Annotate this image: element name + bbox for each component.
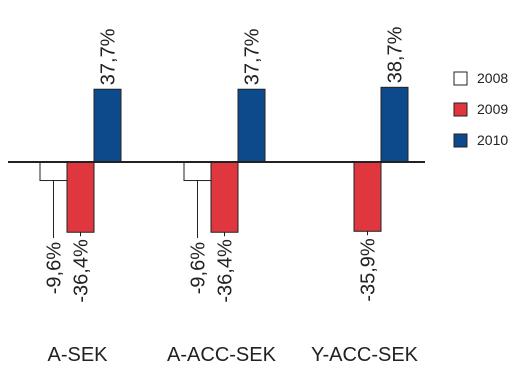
legend: 2008 2009 2010 (453, 70, 508, 148)
category-label-y-acc-sek: Y-ACC-SEK (311, 344, 419, 366)
bars-group (39, 86, 409, 233)
value-label-2010-a-acc-sek: 37,7% (242, 28, 264, 85)
category-label-a-acc-sek: A-ACC-SEK (167, 344, 277, 366)
value-labels-group: -9,6% -36,4%37,7%-9,6% -36,4%37,7%-35,9%38… (44, 26, 407, 302)
value-label-2009-y-acc-sek: -35,9% (358, 238, 380, 302)
legend-swatch-2010 (453, 133, 468, 148)
legend-swatch-2008 (453, 71, 468, 86)
legend-label-2010: 2010 (477, 132, 508, 148)
legend-label-2009: 2009 (477, 101, 508, 117)
legend-swatch-2009 (453, 102, 468, 117)
bar-2010-a-sek (93, 88, 122, 163)
bar-2010-y-acc-sek (380, 86, 409, 163)
bar-2010-a-acc-sek (237, 88, 266, 163)
bar-2008-a-sek (39, 161, 68, 182)
bar-2009-a-sek (66, 161, 95, 233)
value-label-2009-a-acc-sek: -36,4% (215, 239, 237, 303)
value-label-2010-a-sek: 37,7% (98, 28, 120, 85)
value-label-2008-a-sek: -9,6% (44, 242, 66, 294)
value-label-2008-a-acc-sek: -9,6% (188, 242, 210, 294)
value-label-2009-a-sek: -36,4% (71, 239, 93, 303)
bar-2008-a-acc-sek (183, 161, 212, 182)
bar-2009-a-acc-sek (210, 161, 239, 233)
value-label-2010-y-acc-sek: 38,7% (385, 26, 407, 83)
bar-2009-y-acc-sek (353, 161, 382, 232)
category-labels-group: A-SEK A-ACC-SEK Y-ACC-SEK (47, 344, 418, 366)
leader-lines-group (53, 180, 368, 238)
legend-label-2008: 2008 (477, 70, 508, 86)
category-label-a-sek: A-SEK (47, 344, 108, 366)
